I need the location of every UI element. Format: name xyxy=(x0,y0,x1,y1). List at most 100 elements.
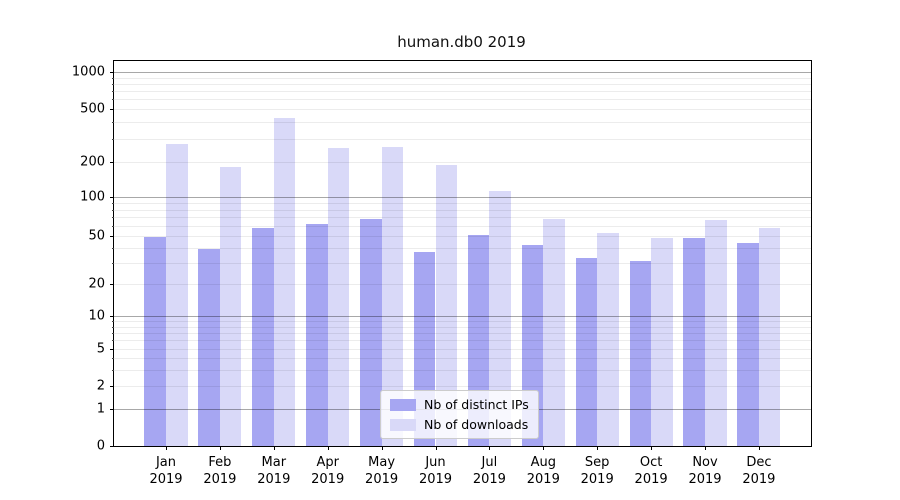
y-tick-mark xyxy=(110,72,114,73)
x-tick-mark xyxy=(597,446,599,450)
bar-downloads-nov xyxy=(705,220,727,446)
y-minor-tick-mark xyxy=(112,121,114,123)
bar-ips-dec xyxy=(737,242,759,446)
gridline-minor xyxy=(114,333,811,334)
bar-downloads-apr xyxy=(327,147,350,446)
x-tick-label-aug: Aug 2019 xyxy=(526,455,560,487)
y-tick-label: 1 xyxy=(96,401,105,417)
bar-downloads-sep xyxy=(597,232,619,446)
gridline-major xyxy=(114,197,811,198)
x-tick-label-nov: Nov 2019 xyxy=(688,455,722,487)
y-minor-tick-mark xyxy=(112,358,114,359)
gridline-major xyxy=(114,72,811,73)
gridline-minor xyxy=(114,209,811,211)
y-minor-tick-mark xyxy=(112,202,114,204)
x-tick-label-may: May 2019 xyxy=(365,455,399,487)
legend-label-distinct-ips: Nb of distinct IPs xyxy=(424,397,529,412)
gridline-minor xyxy=(114,326,811,328)
y-minor-tick-mark xyxy=(112,225,114,227)
x-tick-mark xyxy=(489,446,491,450)
x-tick-label-jan: Jan 2019 xyxy=(149,455,183,487)
y-tick-label: 20 xyxy=(88,276,105,292)
gridline-minor xyxy=(114,121,811,123)
y-tick-mark xyxy=(110,446,114,447)
bar-ips-jan xyxy=(144,237,166,446)
bar-ips-sep xyxy=(575,257,598,446)
y-minor-tick-mark xyxy=(112,217,114,219)
x-tick-label-jul: Jul 2019 xyxy=(472,455,506,487)
gridline-minor xyxy=(114,262,811,264)
gridline-minor xyxy=(114,349,811,350)
bar-downloads-aug xyxy=(543,218,565,446)
legend: Nb of distinct IPs Nb of downloads xyxy=(380,390,539,439)
x-tick-mark xyxy=(651,446,653,450)
y-minor-tick-mark xyxy=(112,369,114,371)
bar-ips-nov xyxy=(683,238,705,446)
y-minor-tick-mark xyxy=(112,77,114,79)
y-tick-mark xyxy=(110,409,114,410)
x-tick-mark xyxy=(219,446,221,450)
bar-ips-apr xyxy=(306,223,328,446)
gridline-minor xyxy=(114,162,811,163)
y-tick-label: 0 xyxy=(96,438,105,454)
bar-downloads-dec xyxy=(758,227,781,446)
bar-downloads-jun xyxy=(435,164,458,446)
bar-downloads-mar xyxy=(273,118,296,446)
gridline-minor xyxy=(114,202,811,204)
bar-downloads-feb xyxy=(219,166,242,446)
x-tick-label-sep: Sep 2019 xyxy=(580,455,614,487)
bar-ips-oct xyxy=(629,261,652,446)
y-tick-label: 200 xyxy=(80,154,105,170)
y-minor-tick-mark xyxy=(112,83,114,85)
y-tick-label: 1000 xyxy=(71,64,105,80)
bar-downloads-jan xyxy=(166,144,188,446)
x-tick-mark xyxy=(273,446,275,450)
y-tick-mark xyxy=(110,162,114,163)
bar-ips-may xyxy=(360,218,382,446)
bar-ips-feb xyxy=(198,249,220,446)
y-tick-label: 500 xyxy=(80,101,105,117)
x-tick-label-apr: Apr 2019 xyxy=(311,455,345,487)
y-tick-label: 10 xyxy=(88,308,105,324)
y-tick-mark xyxy=(110,316,114,317)
gridline-minor xyxy=(114,369,811,371)
y-tick-mark xyxy=(110,236,114,237)
x-tick-label-mar: Mar 2019 xyxy=(257,455,291,487)
gridline-minor xyxy=(114,386,811,387)
gridline-major xyxy=(114,316,811,317)
bar-downloads-may xyxy=(381,146,404,446)
y-minor-tick-mark xyxy=(112,326,114,328)
x-tick-mark xyxy=(758,446,760,450)
legend-swatch-ips xyxy=(390,398,416,411)
y-tick-mark xyxy=(110,386,114,387)
x-tick-label-jun: Jun 2019 xyxy=(418,455,453,487)
legend-label-downloads: Nb of downloads xyxy=(424,417,529,432)
gridline-minor xyxy=(114,247,811,249)
gridline-minor xyxy=(114,217,811,219)
y-minor-tick-mark xyxy=(112,209,114,211)
gridline-minor xyxy=(114,340,811,342)
y-minor-tick-mark xyxy=(112,321,114,322)
y-tick-mark xyxy=(110,109,114,110)
y-minor-tick-mark xyxy=(112,138,114,140)
y-tick-label: 5 xyxy=(96,341,105,357)
gridline-minor xyxy=(114,284,811,285)
chart-title: human.db0 2019 xyxy=(397,33,526,51)
gridline-minor xyxy=(114,321,811,322)
x-tick-label-feb: Feb 2019 xyxy=(203,455,237,487)
legend-swatch-downloads xyxy=(390,418,416,431)
y-tick-mark xyxy=(110,284,114,285)
gridline-minor xyxy=(114,91,811,92)
y-tick-mark xyxy=(110,349,114,350)
gridline-minor xyxy=(114,225,811,227)
x-tick-mark xyxy=(327,446,329,450)
y-tick-mark xyxy=(110,197,114,198)
y-tick-label: 50 xyxy=(88,228,105,244)
y-minor-tick-mark xyxy=(112,91,114,92)
legend-item-downloads: Nb of downloads xyxy=(390,415,529,434)
axis-layer: 0 1 2 5 10 20 50 100 200 500 1000 Jan 2019 Feb 2019 Mar… xyxy=(72,61,811,488)
gridline-minor xyxy=(114,358,811,359)
legend-item-distinct-ips: Nb of distinct IPs xyxy=(390,395,529,414)
bar-ips-mar xyxy=(252,227,274,446)
x-tick-mark xyxy=(166,446,167,450)
